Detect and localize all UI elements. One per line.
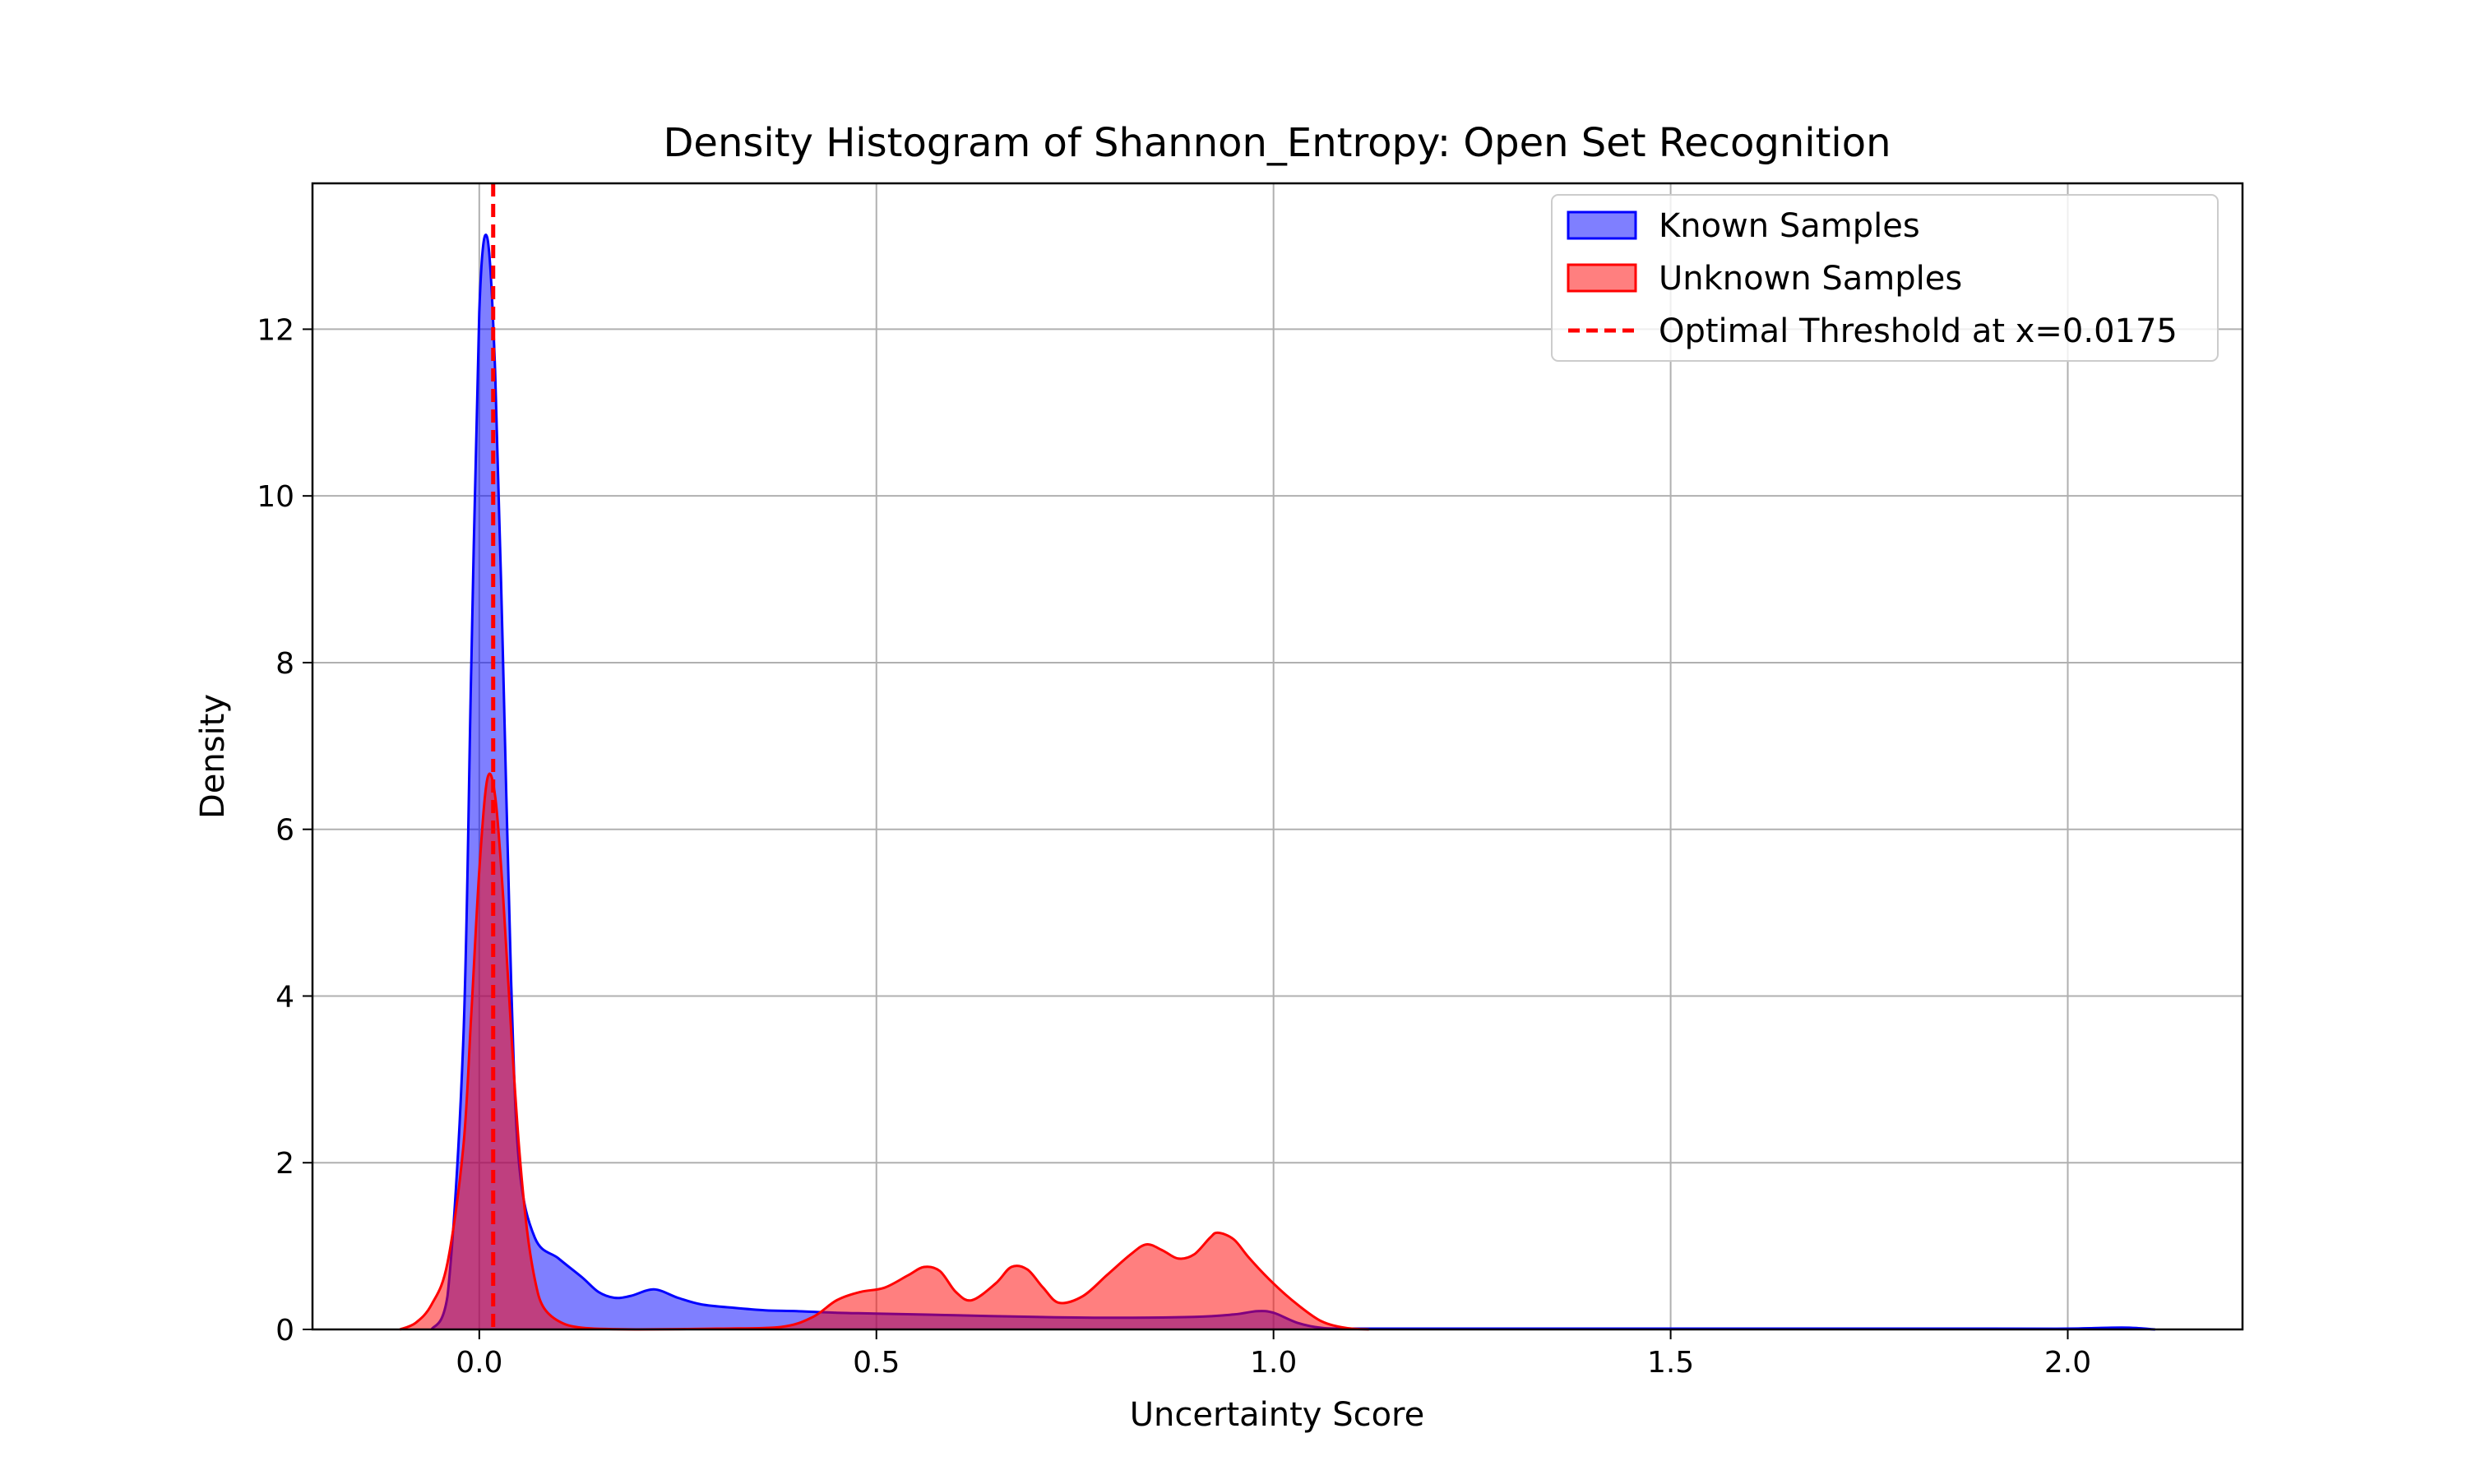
y-tick-label-1: 2: [275, 1147, 294, 1181]
legend-swatch-unknown: [1567, 263, 1637, 293]
x-tick-label-1: 0.5: [853, 1346, 900, 1380]
x-tick-label-3: 1.5: [1647, 1346, 1694, 1380]
density-line-unknown-samples: [399, 772, 1369, 1331]
legend-frame: [1551, 194, 2219, 362]
legend-label-threshold: Optimal Threshold at x=0.0175: [1659, 312, 2178, 350]
axis-ticks: 0.0 0.5 1.0 1.5 2.0 0 2 4 6 8 10 12: [257, 313, 2091, 1380]
grid-lines: [312, 183, 2243, 1330]
legend-swatch-known: [1567, 210, 1637, 240]
x-axis-label: Uncertainty Score: [1130, 1396, 1424, 1434]
y-tick-label-5: 10: [257, 480, 294, 514]
legend: Known Samples Unknown Samples Optimal Th…: [1551, 194, 2219, 362]
legend-label-known: Known Samples: [1659, 207, 1920, 245]
y-tick-label-3: 6: [275, 814, 294, 848]
y-tick-label-0: 0: [275, 1314, 294, 1348]
y-axis-label: Density: [194, 694, 232, 819]
x-tick-label-0: 0.0: [456, 1346, 502, 1380]
density-area-unknown-samples: [400, 774, 1369, 1329]
plot-frame: [311, 182, 2244, 1331]
y-tick-label-4: 8: [275, 647, 294, 681]
y-tick-label-2: 4: [275, 980, 294, 1014]
legend-label-unknown: Unknown Samples: [1659, 260, 1962, 298]
x-tick-label-2: 1.0: [1250, 1346, 1297, 1380]
chart-title: Density Histogram of Shannon_Entropy: Op…: [663, 120, 1891, 166]
x-tick-label-4: 2.0: [2044, 1346, 2091, 1380]
y-tick-label-6: 12: [257, 313, 294, 347]
